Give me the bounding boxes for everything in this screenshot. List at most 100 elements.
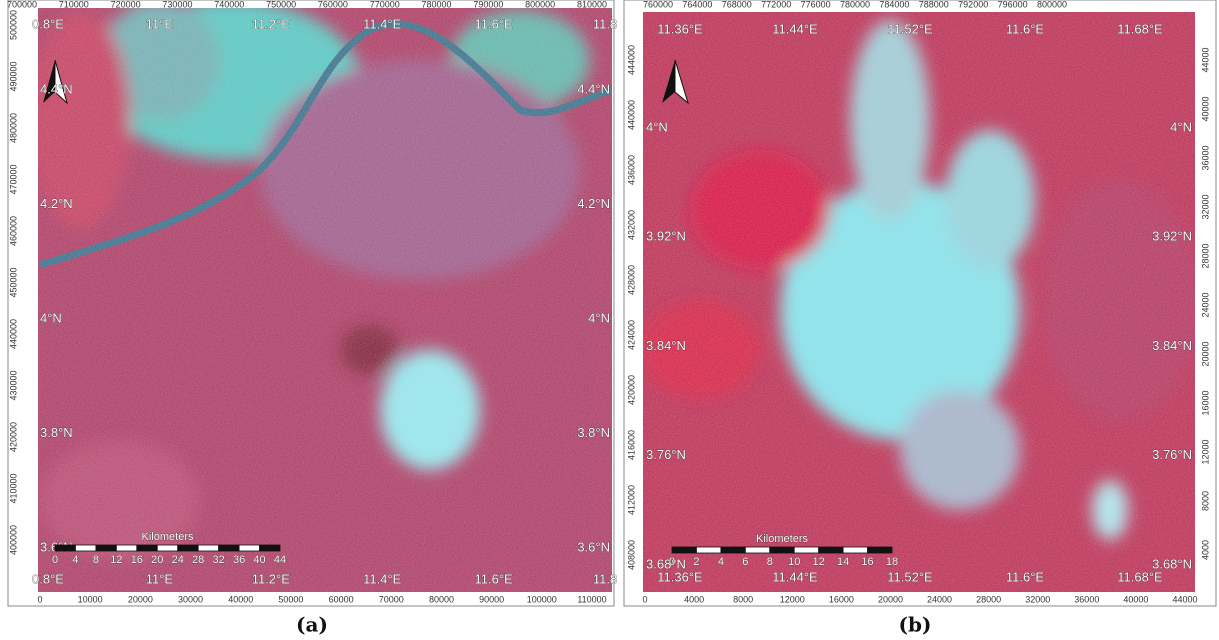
- right-tick-label: 36000: [1200, 145, 1210, 170]
- top-tick-label: 810000: [577, 0, 607, 9]
- latitude-label: 3.84°N: [646, 338, 686, 353]
- bottom-tick-label: 90000: [479, 594, 504, 604]
- latitude-label: 3.6°N: [577, 539, 610, 554]
- top-tick-label: 750000: [266, 0, 296, 9]
- longitude-label: 11.2°E: [252, 16, 291, 31]
- bottom-tick-label: 10000: [78, 594, 103, 604]
- bottom-tick-label: 0: [642, 594, 647, 604]
- scale-bar-title: Kilometers: [142, 531, 194, 543]
- bottom-tick-label: 16000: [829, 594, 854, 604]
- top-tick-label: 764000: [682, 0, 712, 9]
- latitude-label: 4°N: [646, 119, 668, 134]
- longitude-label: 0.8°E: [32, 571, 64, 586]
- right-tick-label: 24000: [1200, 292, 1210, 317]
- scale-bar-segment: [96, 545, 116, 551]
- scale-bar-label: 4: [72, 554, 78, 566]
- longitude-label: 11.44°E: [772, 569, 818, 584]
- right-tick-label: 28000: [1200, 243, 1210, 268]
- latitude-label: 3.68°N: [646, 556, 686, 571]
- bottom-tick-label: 0: [37, 594, 42, 604]
- left-tick-label: 440000: [626, 100, 636, 130]
- longitude-label: 11.4°E: [363, 571, 402, 586]
- scale-bar-label: 8: [93, 554, 99, 566]
- bottom-tick-label: 50000: [278, 594, 303, 604]
- latitude-label: 4.4°N: [577, 81, 610, 96]
- right-tick-label: 12000: [1200, 439, 1210, 464]
- scale-bar-label: 28: [192, 554, 204, 566]
- latitude-label: 3.68°N: [1152, 556, 1192, 571]
- right-tick-label: 8000: [1200, 491, 1210, 511]
- left-tick-label: 428000: [626, 265, 636, 295]
- latitude-label: 3.76°N: [1152, 447, 1192, 462]
- top-tick-label: 790000: [473, 0, 503, 9]
- latitude-label: 3.8°N: [40, 425, 73, 440]
- scale-bar-segment: [721, 547, 745, 553]
- left-tick-label: 432000: [626, 210, 636, 240]
- scale-bar-segment: [745, 547, 769, 553]
- longitude-label: 11.8: [593, 571, 617, 586]
- bottom-tick-label: 12000: [780, 594, 805, 604]
- bottom-tick-label: 20000: [878, 594, 903, 604]
- scale-bar-segment: [116, 545, 136, 551]
- scale-bar-label: 16: [131, 554, 143, 566]
- scale-bar-label: 4: [718, 556, 724, 568]
- scale-bar-segment: [819, 547, 843, 553]
- longitude-label: 11.36°E: [657, 21, 703, 36]
- right-tick-label: 16000: [1200, 390, 1210, 415]
- bottom-tick-label: 80000: [429, 594, 454, 604]
- top-tick-label: 770000: [370, 0, 400, 9]
- longitude-label: 11.68°E: [1117, 21, 1163, 36]
- left-tick-label: 410000: [8, 473, 18, 503]
- left-tick-label: 444000: [626, 45, 636, 75]
- left-tick-label: 420000: [626, 375, 636, 405]
- latitude-label: 4°N: [588, 310, 610, 325]
- scale-bar-label: 0: [52, 554, 58, 566]
- scale-bar-segment: [868, 547, 892, 553]
- bottom-tick-label: 44000: [1172, 594, 1197, 604]
- scale-bar-label: 18: [886, 556, 898, 568]
- scale-bar-segment: [770, 547, 794, 553]
- top-tick-label: 710000: [59, 0, 89, 9]
- scale-bar-segment: [75, 545, 95, 551]
- bottom-tick-label: 8000: [733, 594, 753, 604]
- top-tick-label: 776000: [801, 0, 831, 9]
- top-tick-label: 720000: [111, 0, 141, 9]
- latitude-label: 3.92°N: [646, 229, 686, 244]
- scale-bar-label: 8: [767, 556, 773, 568]
- bottom-tick-label: 4000: [684, 594, 704, 604]
- scale-bar-segment: [794, 547, 818, 553]
- scale-bar-segment: [198, 545, 218, 551]
- scale-bar-label: 2: [693, 556, 699, 568]
- left-tick-label: 430000: [8, 370, 18, 400]
- scale-bar-label: 10: [788, 556, 800, 568]
- right-tick-label: 44000: [1200, 47, 1210, 72]
- top-tick-label: 772000: [761, 0, 791, 9]
- top-tick-label: 700000: [7, 0, 37, 9]
- scale-bar-label: 12: [813, 556, 825, 568]
- satellite-image-b: [640, 12, 1200, 592]
- latitude-label: 3.76°N: [646, 447, 686, 462]
- left-tick-label: 500000: [8, 10, 18, 40]
- scale-bar-segment: [696, 547, 720, 553]
- top-tick-label: 800000: [525, 0, 555, 9]
- right-tick-label: 32000: [1200, 194, 1210, 219]
- scale-bar-segment: [239, 545, 259, 551]
- scale-bar-segment: [219, 545, 239, 551]
- bottom-tick-label: 40000: [1123, 594, 1148, 604]
- scale-bar-title: Kilometers: [756, 533, 808, 545]
- latitude-label: 4.2°N: [577, 196, 610, 211]
- scale-bar-label: 32: [213, 554, 225, 566]
- panel-caption: (b): [899, 613, 932, 637]
- left-tick-label: 436000: [626, 155, 636, 185]
- top-tick-label: 792000: [958, 0, 988, 9]
- left-tick-label: 470000: [8, 164, 18, 194]
- top-tick-label: 800000: [1037, 0, 1067, 9]
- top-tick-label: 788000: [919, 0, 949, 9]
- right-tick-label: 4000: [1200, 540, 1210, 560]
- latitude-label: 4°N: [1170, 119, 1192, 134]
- top-tick-label: 780000: [422, 0, 452, 9]
- latitude-label: 3.92°N: [1152, 229, 1192, 244]
- scale-bar-segment: [260, 545, 280, 551]
- longitude-label: 11°E: [146, 571, 174, 586]
- longitude-label: 0.8°E: [32, 16, 64, 31]
